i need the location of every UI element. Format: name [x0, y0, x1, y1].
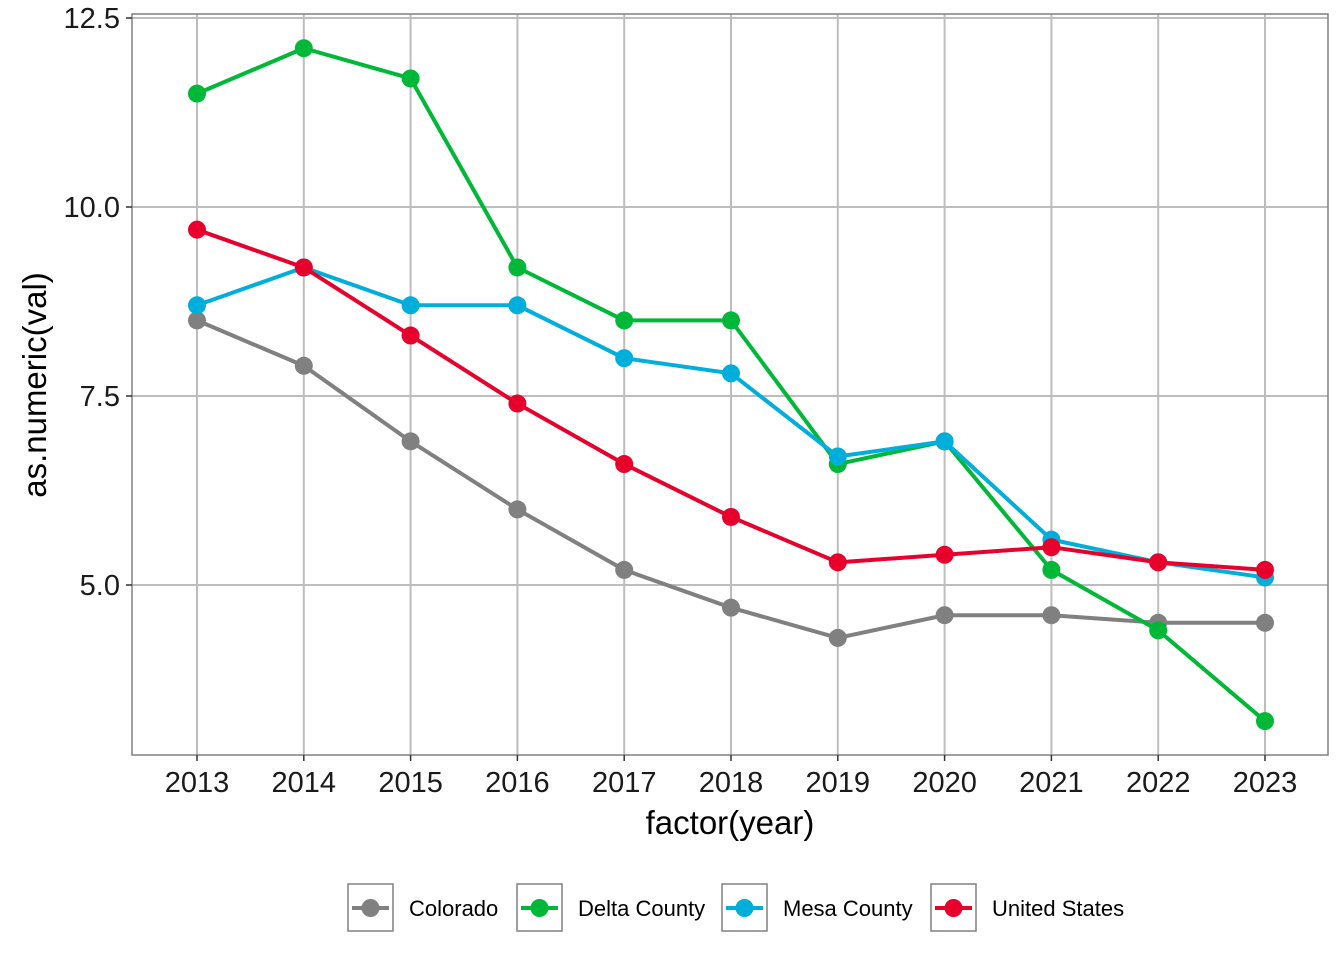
data-point-colorado — [935, 606, 954, 625]
data-point-united-states — [1042, 538, 1061, 557]
data-point-united-states — [722, 507, 740, 526]
legend-label: Mesa County — [783, 896, 913, 921]
data-point-mesa-county — [722, 364, 740, 383]
legend-key-point — [944, 899, 963, 917]
data-point-delta-county — [508, 258, 527, 277]
data-point-delta-county — [188, 84, 206, 103]
data-point-colorado — [615, 560, 634, 579]
x-tick-label: 2013 — [165, 767, 230, 799]
legend-item-delta-county: Delta County — [516, 883, 705, 932]
y-axis-title: as.numeric(val) — [16, 272, 53, 498]
legend-label: Delta County — [578, 896, 705, 921]
data-point-mesa-county — [935, 432, 954, 451]
data-point-colorado — [508, 500, 527, 519]
legend-item-mesa-county: Mesa County — [721, 883, 913, 932]
data-point-united-states — [294, 258, 313, 277]
data-point-delta-county — [401, 69, 420, 88]
y-tick-label: 12.5 — [64, 3, 120, 35]
data-point-mesa-county — [615, 349, 634, 368]
data-point-delta-county — [1149, 621, 1168, 640]
x-tick-label: 2021 — [1019, 767, 1084, 799]
x-tick-label: 2022 — [1126, 767, 1191, 799]
series-colorado — [188, 311, 1274, 647]
legend-label: Colorado — [409, 896, 498, 921]
data-point-united-states — [401, 326, 420, 345]
data-point-united-states — [935, 545, 954, 564]
data-point-delta-county — [722, 311, 740, 330]
legend: Colorado Delta County Mesa County United St… — [347, 883, 1124, 932]
data-point-colorado — [828, 628, 847, 647]
x-tick-label: 2017 — [592, 767, 657, 799]
x-axis-title: factor(year) — [646, 804, 815, 841]
y-tick-label: 5.0 — [80, 570, 120, 602]
legend-item-colorado: Colorado — [347, 883, 498, 932]
x-tick-label: 2023 — [1233, 767, 1298, 799]
data-point-delta-county — [1256, 712, 1274, 731]
data-point-mesa-county — [188, 296, 206, 315]
panel-border — [131, 13, 1329, 756]
data-point-united-states — [188, 220, 206, 239]
y-tick-label: 7.5 — [80, 381, 120, 413]
data-point-delta-county — [615, 311, 634, 330]
legend-item-united-states: United States — [930, 883, 1124, 932]
legend-key-point — [735, 899, 754, 917]
legend-label: United States — [992, 896, 1124, 921]
data-point-united-states — [1256, 560, 1274, 579]
data-point-delta-county — [294, 39, 313, 58]
x-tick-label: 2018 — [699, 767, 764, 799]
series-united-states — [188, 220, 1274, 579]
data-point-colorado — [188, 311, 206, 330]
x-tick-label: 2019 — [806, 767, 871, 799]
data-point-united-states — [828, 553, 847, 572]
axes: 5.0 7.5 10.0 12.5 2013 2014 2015 2016 2017 2018 20… — [64, 3, 1298, 799]
data-point-colorado — [294, 356, 313, 375]
data-point-united-states — [615, 455, 634, 474]
series-layer — [188, 39, 1274, 731]
data-point-colorado — [722, 598, 740, 617]
y-tick-label: 10.0 — [64, 192, 120, 224]
data-point-united-states — [1149, 553, 1168, 572]
data-point-colorado — [401, 432, 420, 451]
data-point-colorado — [1042, 606, 1061, 625]
x-tick-label: 2020 — [912, 767, 977, 799]
x-tick-label: 2015 — [378, 767, 443, 799]
data-point-united-states — [508, 394, 527, 413]
data-point-mesa-county — [508, 296, 527, 315]
x-tick-label: 2014 — [272, 767, 337, 799]
data-point-delta-county — [1042, 560, 1061, 579]
data-point-colorado — [1256, 613, 1274, 632]
x-tick-label: 2016 — [485, 767, 550, 799]
legend-key-point — [530, 899, 549, 917]
legend-key-point — [361, 899, 380, 917]
data-point-mesa-county — [828, 447, 847, 466]
data-point-mesa-county — [401, 296, 420, 315]
